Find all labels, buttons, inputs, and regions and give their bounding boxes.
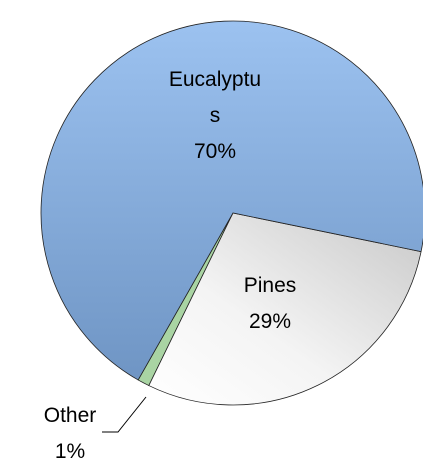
slice-label: Other 1% [20,398,120,470]
category-label: Eucalyptus [168,68,262,127]
category-label: Other [43,404,97,427]
pie-slice [40,20,423,381]
value-label: 70% [193,140,237,163]
value-label: 1% [54,440,86,463]
category-label: Pines [243,274,297,297]
pie-slice [148,212,422,406]
value-label: 29% [248,310,292,333]
slice-label: Eucalyptus 70% [165,62,265,170]
leader-line [102,396,147,433]
slice-label: Pines 29% [215,268,325,340]
